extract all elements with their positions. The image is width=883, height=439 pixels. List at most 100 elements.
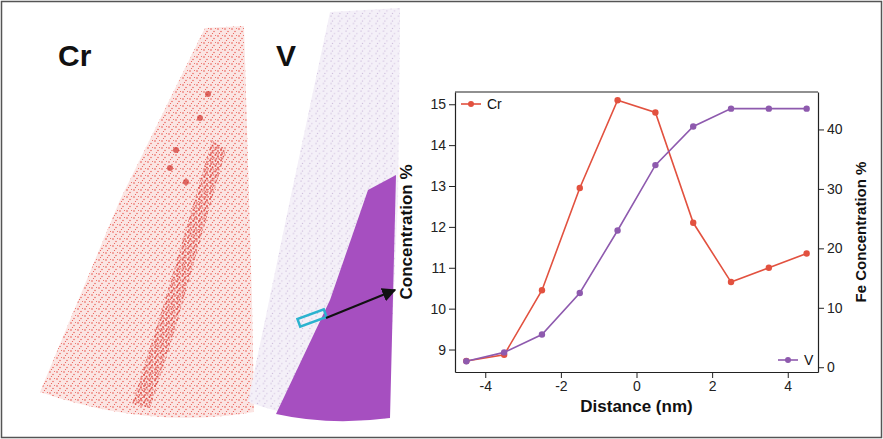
tick: 0 — [818, 359, 835, 375]
grain-boundary-atoms — [132, 140, 226, 408]
series-marker — [728, 105, 734, 111]
cluster — [167, 165, 173, 171]
tick: 0 — [633, 372, 641, 394]
panel-label: Cr — [58, 39, 92, 72]
tick-label: 20 — [827, 240, 843, 256]
tick-mark — [449, 268, 455, 269]
tick: 30 — [818, 181, 843, 197]
tick-mark — [818, 248, 824, 249]
tick-mark — [818, 308, 824, 309]
tick-mark — [449, 227, 455, 228]
tick: 10 — [818, 300, 843, 316]
series-marker — [539, 331, 545, 337]
y2-axis: 0 10 20 30 40 — [818, 93, 843, 376]
series-marker — [690, 123, 696, 129]
series-marker — [539, 287, 545, 293]
series-marker — [501, 349, 507, 355]
tick-label: -4 — [480, 378, 493, 394]
legend-label: Cr — [487, 96, 502, 112]
series-marker — [803, 250, 809, 256]
legend: Cr V — [461, 96, 814, 368]
figure: Cr V -4 -2 0 2 4 9 10 11 12 13 14 15 0 10 20 30 40 Distance… — [0, 0, 883, 439]
data-marks — [463, 97, 810, 365]
cluster — [205, 91, 211, 97]
tick-mark — [449, 186, 455, 187]
tick-mark — [449, 309, 455, 310]
series-marker — [577, 185, 583, 191]
reconstruction-body — [248, 8, 400, 421]
tick: 40 — [818, 121, 843, 137]
series-marker — [652, 109, 658, 115]
x-axis: -4 -2 0 2 4 — [456, 372, 819, 394]
axis-line — [818, 93, 819, 373]
legend-swatch — [785, 357, 791, 363]
tick: -4 — [480, 372, 493, 394]
y2-axis-title: Fe Concentration % — [852, 162, 869, 303]
tick: 12 — [430, 219, 455, 235]
tick: -2 — [555, 372, 568, 394]
cluster — [197, 115, 203, 121]
tick: 13 — [430, 178, 455, 194]
analysis-cylinder — [297, 309, 326, 326]
tick-label: -2 — [555, 378, 568, 394]
series-marker — [803, 105, 809, 111]
tick: 20 — [818, 240, 843, 256]
cluster — [183, 179, 189, 185]
series-marker — [463, 358, 469, 364]
tick-label: 14 — [430, 137, 446, 153]
plot-area — [455, 92, 818, 372]
reconstruction-atoms — [248, 8, 400, 421]
tick: 2 — [709, 372, 717, 394]
tick: 15 — [430, 96, 455, 112]
atom-map — [248, 8, 400, 421]
tick-label: 10 — [430, 301, 446, 317]
series-marker — [766, 105, 772, 111]
legend-label: V — [804, 352, 814, 368]
series-marker — [728, 279, 734, 285]
series-marker — [652, 162, 658, 168]
series-marker — [577, 290, 583, 296]
reconstruction-atoms — [40, 26, 254, 418]
tick-label: 0 — [827, 359, 835, 375]
tick: 4 — [784, 372, 792, 394]
series-marker — [463, 358, 469, 364]
tick-label: 4 — [784, 378, 792, 394]
tick-mark — [818, 367, 824, 368]
tick-label: 0 — [633, 378, 641, 394]
tick-label: 13 — [430, 178, 446, 194]
y-axis: 9 10 11 12 13 14 15 — [430, 93, 455, 373]
legend-entry: Cr — [461, 96, 502, 112]
atom-map — [40, 26, 254, 418]
tick-mark — [818, 129, 824, 130]
tick-label: 9 — [438, 341, 446, 357]
tick-label: 12 — [430, 219, 446, 235]
tick: 9 — [438, 341, 455, 357]
x-axis-title: Distance (nm) — [580, 397, 692, 416]
arrow — [326, 290, 395, 318]
axis-line — [455, 93, 456, 373]
panel-label: V — [276, 39, 296, 72]
series-marker — [614, 227, 620, 233]
series-line — [466, 109, 806, 362]
tick-label: 11 — [431, 260, 446, 276]
tick-mark — [449, 104, 455, 105]
tick: 14 — [430, 137, 455, 153]
cluster — [173, 147, 179, 153]
tick-mark — [449, 350, 455, 351]
tick-mark — [449, 145, 455, 146]
y-axis-title: Concentration % — [397, 164, 416, 299]
tick: 10 — [430, 301, 455, 317]
reconstruction-body — [40, 26, 254, 418]
series-marker — [614, 97, 620, 103]
tick-label: 10 — [827, 300, 843, 316]
tick-label: 40 — [827, 121, 843, 137]
tick-label: 15 — [430, 96, 446, 112]
tick: 11 — [431, 260, 455, 276]
tick-mark — [818, 189, 824, 190]
series-marker — [766, 265, 772, 271]
tick-label: 30 — [827, 181, 843, 197]
series-marker — [690, 220, 696, 226]
vanadium-rich-phase — [276, 175, 396, 421]
figure-frame — [2, 2, 882, 438]
plot-frame — [455, 91, 818, 92]
